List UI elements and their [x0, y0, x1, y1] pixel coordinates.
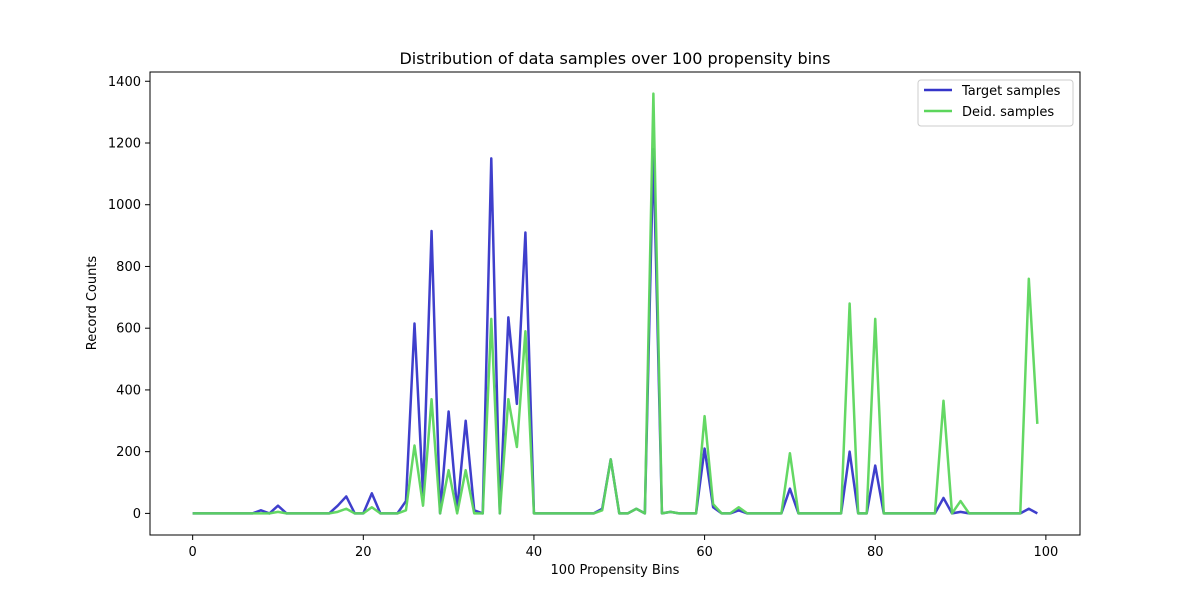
chart-title: Distribution of data samples over 100 pr…: [399, 49, 830, 68]
y-tick-label: 1000: [108, 198, 141, 213]
plot-frame: [149, 71, 1081, 536]
legend-label-deid: Deid. samples: [962, 105, 1054, 120]
legend-label-target: Target samples: [961, 84, 1061, 99]
x-tick-label: 80: [867, 545, 884, 560]
x-tick-label: 100: [1033, 545, 1058, 560]
x-tick-label: 60: [696, 545, 713, 560]
y-tick-label: 400: [116, 383, 141, 398]
y-axis: 0 200 400 600 800 1000 1200 1400: [108, 75, 150, 522]
legend-box: [917, 79, 1074, 127]
legend: Target samples Deid. samples: [917, 79, 1074, 127]
y-axis-label: Record Counts: [85, 256, 100, 351]
x-axis-label: 100 Propensity Bins: [551, 563, 680, 578]
x-tick-label: 20: [355, 545, 372, 560]
x-axis: 0 20 40 60 80 100: [189, 535, 1058, 560]
y-tick-label: 600: [116, 322, 141, 337]
series-line-deid-samples: [192, 92, 1039, 515]
y-tick-label: 200: [116, 445, 141, 460]
y-tick-label: 1400: [108, 75, 141, 90]
plot-area: [192, 92, 1039, 515]
y-tick-label: 1200: [108, 136, 141, 151]
y-tick-label: 0: [133, 507, 141, 522]
x-tick-label: 0: [189, 545, 197, 560]
y-tick-label: 800: [116, 260, 141, 275]
x-tick-label: 40: [526, 545, 543, 560]
series-line-target-samples: [192, 147, 1038, 515]
